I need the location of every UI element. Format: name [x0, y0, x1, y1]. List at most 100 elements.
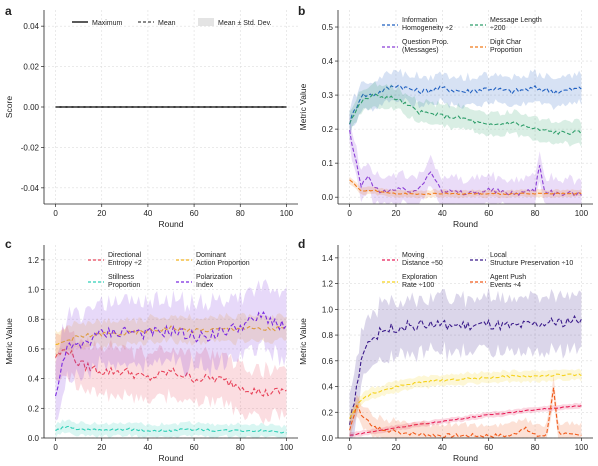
y-tick-label: 0.4 [322, 57, 334, 66]
series-line [349, 93, 582, 136]
series-line [349, 373, 582, 419]
panel-label-b: b [298, 4, 305, 18]
y-tick-label: 0.1 [322, 159, 334, 168]
legend-label-cont: Events ÷4 [490, 282, 521, 289]
x-axis-label: Round [453, 219, 478, 229]
x-tick-label: 100 [280, 443, 294, 452]
legend-label: Exploration [402, 274, 437, 281]
y-tick-label: 1.0 [322, 305, 334, 314]
x-tick-label: 100 [575, 443, 589, 452]
legend-label: Information [402, 17, 437, 24]
series-band [55, 419, 287, 438]
legend-label: Message Length [490, 17, 542, 24]
series-line [55, 425, 287, 434]
series-line [54, 311, 287, 397]
x-tick-label: 60 [484, 209, 493, 218]
legend-label: Mean [158, 20, 176, 27]
y-tick-label: 0.04 [23, 22, 39, 31]
legend-swatch [198, 18, 214, 26]
legend-label-cont: Structure Preservation ÷10 [490, 260, 573, 267]
x-tick-label: 40 [438, 443, 447, 452]
series-line [349, 387, 582, 439]
y-tick-label: 0.0 [322, 434, 334, 443]
y-axis-label: Metric Value [298, 83, 308, 130]
x-tick-label: 100 [280, 209, 294, 218]
y-tick-label: 0.02 [23, 63, 39, 72]
legend-label: Directional [108, 252, 142, 259]
series-line [349, 84, 582, 125]
panel-label-c: c [5, 237, 12, 251]
y-tick-label: 0.5 [322, 23, 334, 32]
legend-label-cont: Proportion [108, 282, 140, 289]
x-axis-label: Round [453, 453, 478, 463]
x-axis-label: Round [158, 453, 183, 463]
legend-label-cont: Distance ÷50 [402, 260, 443, 267]
series-band [349, 368, 582, 423]
x-tick-label: 40 [143, 443, 152, 452]
y-tick-label: 0.0 [322, 193, 334, 202]
y-tick-label: 0.2 [28, 404, 40, 413]
legend-label-cont: Entropy ÷2 [108, 260, 142, 267]
series-line [349, 179, 582, 196]
series-band [349, 287, 582, 438]
legend-label: Mean ± Std. Dev. [218, 20, 272, 27]
series-band [55, 325, 287, 425]
legend-label-cont: (Messages) [402, 47, 439, 54]
x-tick-label: 0 [347, 209, 352, 218]
legend-label-cont: Index [196, 282, 214, 289]
series-band [349, 375, 582, 438]
legend: Maximum Mean Mean ± Std. Dev. [72, 18, 272, 27]
y-tick-label: 0.00 [23, 103, 39, 112]
legend-label: Local [490, 252, 507, 259]
y-tick-label: 1.0 [28, 286, 40, 295]
legend-label: Agent Push [490, 274, 526, 281]
series-line [55, 325, 287, 345]
x-tick-label: 60 [190, 443, 199, 452]
y-tick-label: 0.6 [322, 357, 334, 366]
series-band [349, 68, 582, 141]
y-axis-label: Score [4, 96, 14, 118]
x-axis-label: Round [158, 219, 183, 229]
series-line [55, 349, 287, 397]
x-tick-label: 60 [484, 443, 493, 452]
chart-panel-a: 0 20 40 60 80 100 -0.04 -0.02 0.00 0.02 0.04 Round S… [4, 10, 298, 229]
x-tick-label: 0 [53, 443, 58, 452]
legend-label: Maximum [92, 20, 123, 27]
x-tick-label: 20 [97, 209, 106, 218]
x-tick-label: 80 [236, 443, 245, 452]
legend-label-cont: Proportion [490, 47, 522, 54]
chart-panel-d: 0 20 40 60 80 100 0.0 0.2 0.4 0.6 0.8 1.0 1.2 1.4 Roun… [298, 245, 593, 463]
legend-label-cont: Action Proportion [196, 260, 250, 267]
legend-label: Question Prop. [402, 39, 449, 46]
series-band [55, 279, 287, 421]
x-tick-label: 20 [392, 443, 401, 452]
x-tick-label: 80 [531, 209, 540, 218]
x-tick-label: 60 [190, 209, 199, 218]
y-tick-label: 0.0 [28, 434, 40, 443]
legend-label: Stillness [108, 274, 135, 281]
series-band [349, 113, 582, 204]
series-line [349, 314, 582, 425]
legend-label-cont: Rate ÷100 [402, 282, 434, 289]
y-tick-label: 1.2 [322, 280, 334, 289]
y-axis-label: Metric Value [298, 318, 308, 365]
y-axis-label: Metric Value [4, 318, 14, 365]
legend-label: Digit Char [490, 39, 522, 46]
y-tick-label: 0.2 [322, 408, 334, 417]
legend-label-cont: ÷200 [490, 25, 506, 32]
y-tick-label: 0.3 [322, 91, 334, 100]
y-tick-label: 0.8 [322, 331, 334, 340]
panel-label-d: d [298, 237, 305, 251]
chart-panel-b: 0 20 40 60 80 100 0.0 0.1 0.2 0.3 0.4 0.5 Round Metri… [298, 10, 593, 229]
x-tick-label: 20 [97, 443, 106, 452]
legend-label: Moving [402, 252, 425, 259]
y-tick-label: 0.2 [322, 125, 334, 134]
panel-label-a: a [5, 4, 12, 18]
chart-panel-c: 0 20 40 60 80 100 0.0 0.2 0.4 0.6 0.8 1.0 1.2 Round Me… [4, 245, 298, 463]
x-tick-label: 100 [575, 209, 589, 218]
legend-label-cont: Homogeneity ÷2 [402, 25, 453, 32]
x-tick-label: 80 [236, 209, 245, 218]
